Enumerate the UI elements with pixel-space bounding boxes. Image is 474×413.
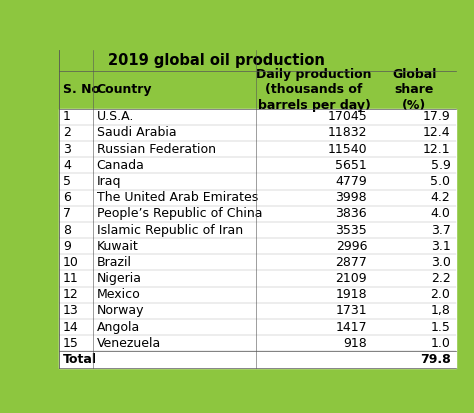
Text: Canada: Canada [97,159,145,172]
Text: 6: 6 [63,191,71,204]
Text: Global
share
(%): Global share (%) [392,68,437,112]
Text: 11: 11 [63,272,79,285]
Text: 3: 3 [63,142,71,156]
Text: Mexico: Mexico [97,288,140,301]
Text: 2.2: 2.2 [431,272,450,285]
Text: Nigeria: Nigeria [97,272,142,285]
Text: 1: 1 [63,110,71,123]
Text: 10: 10 [63,256,79,269]
Text: 11832: 11832 [328,126,367,140]
Bar [59,190,456,206]
Text: 3.0: 3.0 [430,256,450,269]
Text: Country: Country [97,83,152,97]
Bar [59,351,456,368]
Text: The United Arab Emirates: The United Arab Emirates [97,191,258,204]
Text: 13: 13 [63,304,79,318]
Bar [59,238,456,254]
Text: 2019 global oil production: 2019 global oil production [108,53,324,68]
Bar [59,125,456,141]
Text: 4.2: 4.2 [431,191,450,204]
Text: 2877: 2877 [335,256,367,269]
Text: U.S.A.: U.S.A. [97,110,134,123]
Bar [59,254,456,271]
Text: Brazil: Brazil [97,256,132,269]
Text: S. No: S. No [63,83,100,97]
Text: 5.0: 5.0 [430,175,450,188]
Text: Kuwait: Kuwait [97,240,138,253]
Bar [59,335,456,351]
Text: 3535: 3535 [336,223,367,237]
Text: 2: 2 [63,126,71,140]
Text: 2.0: 2.0 [430,288,450,301]
Text: 1918: 1918 [336,288,367,301]
Text: 14: 14 [63,320,79,334]
Text: 12.4: 12.4 [423,126,450,140]
Bar [59,287,456,303]
Text: 4: 4 [63,159,71,172]
Text: Saudi Arabia: Saudi Arabia [97,126,176,140]
Text: 15: 15 [63,337,79,350]
Bar [59,50,456,71]
Text: 4.0: 4.0 [430,207,450,221]
Text: 918: 918 [343,337,367,350]
Text: 1.0: 1.0 [430,337,450,350]
Bar [59,319,456,335]
Text: 1,8: 1,8 [430,304,450,318]
Text: 8: 8 [63,223,71,237]
Text: 3.1: 3.1 [431,240,450,253]
Bar [59,71,456,109]
Text: Russian Federation: Russian Federation [97,142,216,156]
Text: 9: 9 [63,240,71,253]
Text: 1731: 1731 [336,304,367,318]
Text: Iraq: Iraq [97,175,121,188]
Text: 5: 5 [63,175,71,188]
Bar [59,222,456,238]
Text: Total: Total [63,353,97,366]
Text: 17045: 17045 [328,110,367,123]
Bar [59,271,456,287]
Text: 12: 12 [63,288,79,301]
Bar [59,141,456,157]
Text: Angola: Angola [97,320,140,334]
Bar [59,173,456,190]
Text: People’s Republic of China: People’s Republic of China [97,207,262,221]
Text: 1417: 1417 [336,320,367,334]
Bar [59,157,456,173]
Text: 2109: 2109 [336,272,367,285]
Text: 2996: 2996 [336,240,367,253]
Text: 3836: 3836 [336,207,367,221]
Text: 17.9: 17.9 [423,110,450,123]
Bar [59,109,456,125]
Text: 3.7: 3.7 [430,223,450,237]
Text: 11540: 11540 [328,142,367,156]
Text: 5651: 5651 [336,159,367,172]
Text: 79.8: 79.8 [420,353,450,366]
Text: 7: 7 [63,207,71,221]
Bar [59,303,456,319]
Text: Norway: Norway [97,304,144,318]
Text: 3998: 3998 [336,191,367,204]
Text: 12.1: 12.1 [423,142,450,156]
Text: Islamic Republic of Iran: Islamic Republic of Iran [97,223,243,237]
Text: 5.9: 5.9 [430,159,450,172]
Text: 4779: 4779 [336,175,367,188]
Text: 1.5: 1.5 [430,320,450,334]
Text: Venezuela: Venezuela [97,337,161,350]
Text: Daily production
(thousands of
barrels per day): Daily production (thousands of barrels p… [256,68,372,112]
Bar [59,206,456,222]
